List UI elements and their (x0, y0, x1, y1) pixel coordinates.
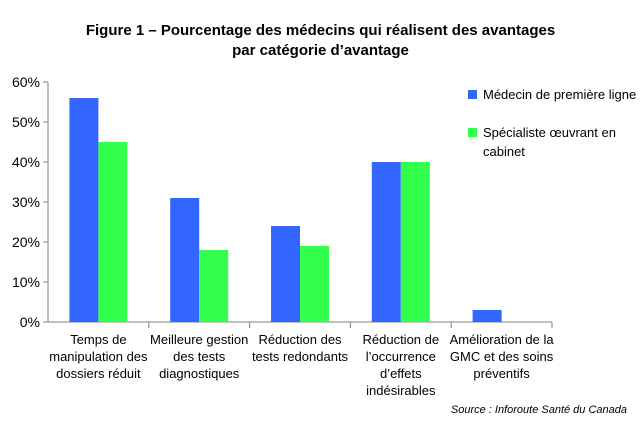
x-category-label: dossiers réduit (56, 366, 141, 381)
bar-series-1-cat-5 (472, 310, 502, 322)
x-category-label: tests redondants (252, 349, 349, 364)
legend-label-2: cabinet (483, 144, 525, 159)
bar-series-2-cat-4 (400, 162, 430, 322)
bar-series-2-cat-1 (98, 142, 128, 322)
x-category-label: Réduction de (362, 332, 439, 347)
x-category-label: des tests (173, 349, 226, 364)
y-tick-label: 0% (20, 314, 40, 330)
bar-series-1-cat-2 (170, 198, 200, 322)
source-note: Source : Inforoute Santé du Canada (450, 404, 627, 416)
x-category-label: d’effets (380, 366, 422, 381)
x-category-label: préventifs (473, 366, 530, 381)
x-category-label: Meilleure gestion (150, 332, 248, 347)
x-category-label: Amélioration de la (450, 332, 555, 347)
x-category-label: Temps de (70, 332, 126, 347)
y-tick-label: 40% (12, 154, 40, 170)
legend-label-2: Spécialiste œuvrant en (483, 125, 616, 140)
chart-title-line-1: Figure 1 – Pourcentage des médecins qui … (85, 22, 556, 39)
y-tick-label: 50% (12, 114, 40, 130)
bar-series-2-cat-3 (300, 246, 329, 322)
bar-series-1-cat-1 (69, 98, 99, 322)
x-category-label: diagnostiques (159, 366, 240, 381)
y-tick-label: 20% (12, 234, 40, 250)
y-tick-label: 10% (12, 274, 40, 290)
bar-series-1-cat-4 (371, 162, 401, 322)
legend-swatch-1 (468, 90, 477, 99)
x-category-label: GMC et des soins (450, 349, 554, 364)
bar-series-2-cat-2 (199, 250, 229, 322)
legend-label-1: Médecin de première ligne (483, 87, 636, 102)
x-category-label: manipulation des (49, 349, 148, 364)
chart-title-line-2: par catégorie d’avantage (232, 42, 409, 59)
y-tick-label: 30% (12, 194, 40, 210)
x-category-label: indésirables (366, 383, 436, 398)
x-category-label: l’occurrence (366, 349, 436, 364)
legend-swatch-2 (468, 128, 477, 137)
bar-series-1-cat-3 (271, 226, 300, 322)
x-category-label: Réduction des (258, 332, 342, 347)
y-tick-label: 60% (12, 74, 40, 90)
